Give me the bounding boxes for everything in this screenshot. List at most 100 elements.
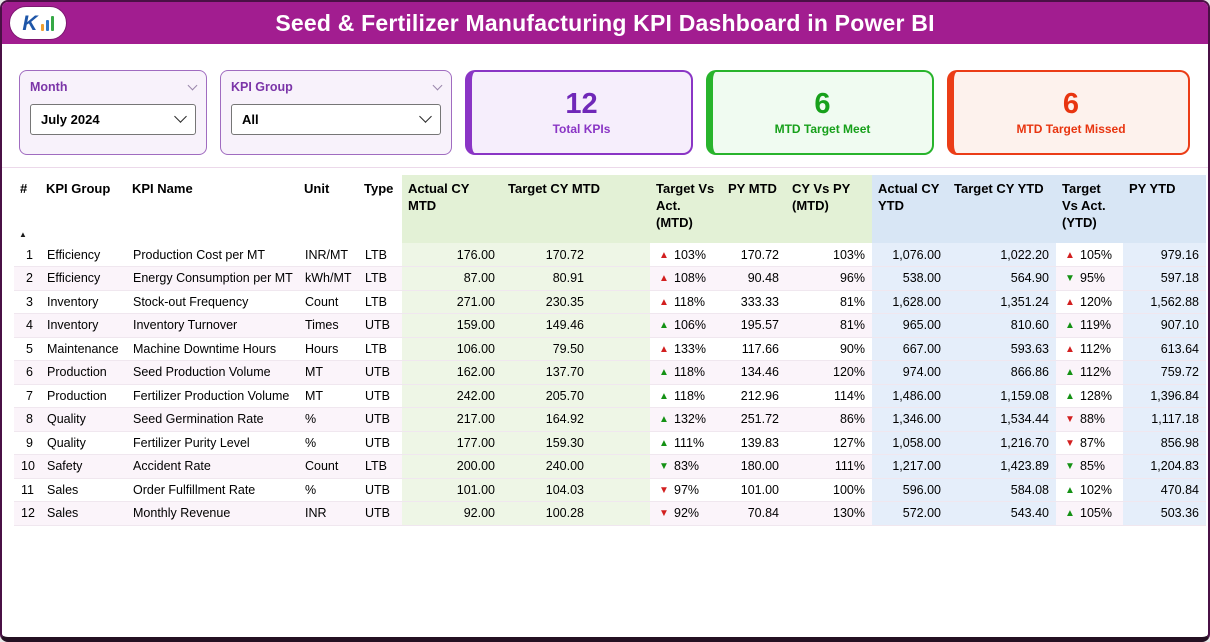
target-vs-actual-percent: 133% <box>674 341 706 356</box>
down-arrow-icon: ▼ <box>1065 461 1075 473</box>
target-vs-actual-percent: 128% <box>1080 388 1112 403</box>
cell-cyvspy_mtd: 90% <box>839 341 865 356</box>
column-header-py_mtd[interactable]: PY MTD <box>722 175 786 243</box>
cell-group: Quality <box>47 435 86 450</box>
cell-unit: % <box>305 435 317 450</box>
cell-target_mtd: 104.03 <box>502 478 650 502</box>
cell-unit: INR/MT <box>305 247 349 262</box>
cell-py_ytd: 597.18 <box>1123 266 1206 290</box>
cell-target_ytd: 1,159.08 <box>948 384 1056 408</box>
up-arrow-icon: ▲ <box>1065 367 1075 379</box>
column-header-actual_mtd[interactable]: Actual CY MTD <box>402 175 502 243</box>
cell-actual_ytd: 1,628.00 <box>872 290 948 314</box>
month-slicer-label: Month <box>30 80 68 94</box>
page-title: Seed & Fertilizer Manufacturing KPI Dash… <box>275 9 935 36</box>
target-vs-actual-percent: 118% <box>674 365 706 380</box>
cell-py_mtd: 170.72 <box>740 247 779 262</box>
mtd-target-meet-value: 6 <box>814 87 831 120</box>
cell-target_ytd: 1,423.89 <box>948 454 1056 478</box>
column-header-actual_ytd[interactable]: Actual CY YTD <box>872 175 948 243</box>
total-kpis-value: 12 <box>565 87 598 120</box>
target-vs-actual-percent: 118% <box>674 294 706 309</box>
kpi-table-row: 4 Inventory Inventory Turnover Times UTB 159.… <box>14 313 1206 337</box>
target-vs-actual-percent: 108% <box>674 271 706 286</box>
cell-num: 7 <box>26 388 33 403</box>
cell-py_mtd: 180.00 <box>740 459 779 474</box>
cell-target_ytd: 1,351.24 <box>948 290 1056 314</box>
cell-num: 8 <box>26 412 33 427</box>
column-header-name[interactable]: KPI Name <box>126 175 298 243</box>
target-vs-actual-percent: 118% <box>674 388 706 403</box>
column-header-group[interactable]: KPI Group <box>40 175 126 243</box>
column-header-tva_ytd[interactable]: Target Vs Act. (YTD) <box>1056 175 1123 243</box>
cell-unit: Count <box>305 294 339 309</box>
cell-target_ytd: 866.86 <box>948 360 1056 384</box>
cell-num: 10 <box>21 459 35 474</box>
cell-target_mtd: 79.50 <box>502 337 650 361</box>
cell-py_mtd: 212.96 <box>740 388 779 403</box>
mtd-target-meet-label: MTD Target Meet <box>774 122 871 137</box>
down-arrow-icon: ▼ <box>659 508 669 520</box>
cell-actual_ytd: 965.00 <box>872 313 948 337</box>
kpi-table-row: 5 Maintenance Machine Downtime Hours Hours L… <box>14 337 1206 361</box>
cell-unit: MT <box>305 365 324 380</box>
cell-cyvspy_mtd: 96% <box>839 271 865 286</box>
column-header-type[interactable]: Type <box>358 175 402 243</box>
column-header-num[interactable]: # ▲ <box>14 175 40 243</box>
cell-tva_ytd: ▲ 112% <box>1056 337 1123 361</box>
kpi-table-header-row: # ▲ KPI Group KPI Name Unit Type Actual CY MTD… <box>14 175 1206 243</box>
cell-num: 4 <box>26 318 33 333</box>
cell-target_ytd: 593.63 <box>948 337 1056 361</box>
cell-target_mtd: 80.91 <box>502 266 650 290</box>
cell-name: Fertilizer Purity Level <box>133 435 250 450</box>
cell-py_ytd: 1,204.83 <box>1123 454 1206 478</box>
cell-py_mtd: 90.48 <box>747 271 779 286</box>
kpi-group-dropdown[interactable]: All <box>231 104 441 135</box>
section-divider <box>2 167 1208 168</box>
month-dropdown[interactable]: July 2024 <box>30 104 196 135</box>
cell-tva_ytd: ▲ 128% <box>1056 384 1123 408</box>
cell-tva_ytd: ▼ 85% <box>1056 455 1123 479</box>
cell-actual_mtd: 162.00 <box>402 360 502 384</box>
cell-cyvspy_mtd: 81% <box>839 318 865 333</box>
cell-group: Production <box>47 388 107 403</box>
cell-name: Production Cost per MT <box>133 247 265 262</box>
cell-target_ytd: 564.90 <box>948 266 1056 290</box>
cell-tva_mtd: ▲ 108% <box>650 267 722 291</box>
cell-actual_mtd: 200.00 <box>402 454 502 478</box>
cell-actual_mtd: 177.00 <box>402 431 502 455</box>
column-header-tva_mtd[interactable]: Target Vs Act. (MTD) <box>650 175 722 243</box>
mtd-target-missed-label: MTD Target Missed <box>1016 122 1126 137</box>
cell-py_mtd: 134.46 <box>740 365 779 380</box>
column-header-unit[interactable]: Unit <box>298 175 358 243</box>
cell-target_mtd: 137.70 <box>502 360 650 384</box>
cell-target_ytd: 1,534.44 <box>948 407 1056 431</box>
cell-name: Stock-out Frequency <box>133 294 249 309</box>
column-header-label: Actual CY MTD <box>408 181 470 213</box>
cell-type: UTB <box>365 412 390 427</box>
cell-py_mtd: 101.00 <box>740 482 779 497</box>
up-arrow-icon: ▲ <box>1065 249 1075 261</box>
cell-cyvspy_mtd: 103% <box>833 247 865 262</box>
column-header-cyvspy_mtd[interactable]: CY Vs PY (MTD) <box>786 175 872 243</box>
column-header-target_ytd[interactable]: Target CY YTD <box>948 175 1056 243</box>
target-vs-actual-percent: 105% <box>1080 247 1112 262</box>
month-slicer-header[interactable]: Month <box>30 80 198 94</box>
up-arrow-icon: ▲ <box>1065 508 1075 520</box>
kpi-table-row: 11 Sales Order Fulfillment Rate% UTB 101.00 1… <box>14 478 1206 502</box>
column-header-label: Actual CY YTD <box>878 181 940 213</box>
target-vs-actual-percent: 119% <box>1080 318 1112 333</box>
column-header-target_mtd[interactable]: Target CY MTD <box>502 175 650 243</box>
kpi-group-slicer-header[interactable]: KPI Group <box>231 80 443 94</box>
cell-actual_mtd: 101.00 <box>402 478 502 502</box>
cell-unit: Times <box>305 318 339 333</box>
target-vs-actual-percent: 97% <box>674 482 700 497</box>
column-header-py_ytd[interactable]: PY YTD <box>1123 175 1206 243</box>
cell-num: 2 <box>26 271 33 286</box>
cell-target_mtd: 159.30 <box>502 431 650 455</box>
column-header-label: Target CY MTD <box>508 181 600 196</box>
cell-target_mtd: 230.35 <box>502 290 650 314</box>
cell-tva_mtd: ▲ 111% <box>650 431 722 455</box>
bar-chart-icon <box>40 15 54 31</box>
